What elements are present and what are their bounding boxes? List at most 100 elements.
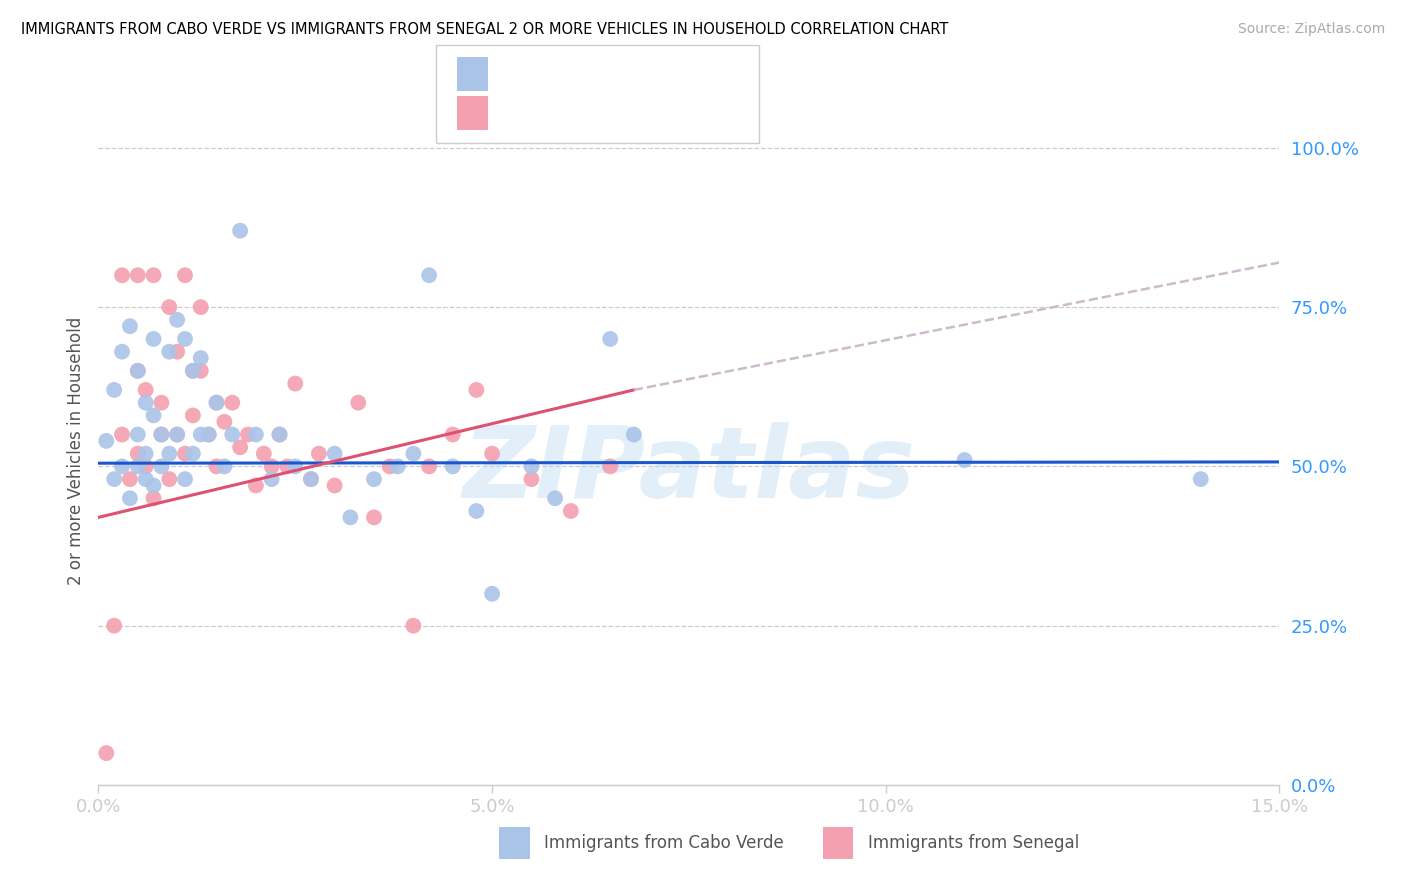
Point [953, 453, 976, 467]
Point [150, 459, 173, 474]
Point [190, 364, 212, 378]
Point [157, 472, 180, 486]
Point [378, 459, 401, 474]
Point [181, 364, 204, 378]
Point [284, 376, 307, 391]
Text: Immigrants from Senegal: Immigrants from Senegal [868, 834, 1078, 852]
Point [181, 447, 204, 461]
Point [214, 459, 236, 474]
Point [190, 351, 212, 365]
Point [465, 504, 488, 518]
Point [142, 478, 165, 492]
Point [269, 427, 291, 442]
Point [599, 459, 621, 474]
Text: 53: 53 [643, 65, 665, 83]
Point [197, 427, 219, 442]
Point [544, 491, 567, 506]
Point [135, 472, 157, 486]
Point [127, 447, 149, 461]
Point [363, 472, 385, 486]
Point [157, 344, 180, 359]
Point [174, 472, 197, 486]
Point [520, 459, 543, 474]
Point [402, 618, 425, 632]
Point [197, 427, 219, 442]
Point [150, 395, 173, 409]
Point [276, 459, 298, 474]
Text: R =: R = [502, 65, 541, 83]
Point [181, 364, 204, 378]
Text: N =: N = [603, 65, 643, 83]
Point [96, 746, 118, 760]
Point [157, 447, 180, 461]
Y-axis label: 2 or more Vehicles in Household: 2 or more Vehicles in Household [66, 317, 84, 584]
Point [481, 587, 503, 601]
Point [111, 268, 134, 283]
Point [323, 478, 346, 492]
Text: IMMIGRANTS FROM CABO VERDE VS IMMIGRANTS FROM SENEGAL 2 OR MORE VEHICLES IN HOUS: IMMIGRANTS FROM CABO VERDE VS IMMIGRANTS… [21, 22, 949, 37]
Point [418, 268, 440, 283]
Point [441, 459, 464, 474]
Point [103, 383, 125, 397]
Point [269, 427, 291, 442]
Point [135, 459, 157, 474]
Point [157, 300, 180, 314]
Point [150, 427, 173, 442]
Point [402, 447, 425, 461]
Point [236, 427, 259, 442]
Point [103, 472, 125, 486]
Text: Source: ZipAtlas.com: Source: ZipAtlas.com [1237, 22, 1385, 37]
Point [135, 395, 157, 409]
Text: R =: R = [502, 104, 541, 122]
Point [103, 618, 125, 632]
Point [111, 427, 134, 442]
Point [166, 344, 188, 359]
Point [142, 491, 165, 506]
Point [347, 395, 370, 409]
Point [127, 364, 149, 378]
Point [142, 332, 165, 346]
Point [560, 504, 582, 518]
Point [229, 224, 252, 238]
Point [387, 459, 409, 474]
Point [465, 383, 488, 397]
Point [520, 472, 543, 486]
Point [299, 472, 322, 486]
Point [118, 472, 141, 486]
Point [127, 364, 149, 378]
Point [181, 409, 204, 423]
Point [299, 472, 322, 486]
Point [260, 459, 283, 474]
Text: N =: N = [603, 104, 643, 122]
Text: 51: 51 [643, 104, 665, 122]
Point [174, 447, 197, 461]
Point [166, 427, 188, 442]
Point [221, 427, 243, 442]
Point [418, 459, 440, 474]
Point [166, 427, 188, 442]
Text: 0.203: 0.203 [544, 104, 595, 122]
Text: 0.004: 0.004 [544, 65, 595, 83]
Point [150, 427, 173, 442]
Point [166, 313, 188, 327]
Text: ZIPatlas: ZIPatlas [463, 422, 915, 519]
Point [135, 447, 157, 461]
Point [127, 459, 149, 474]
Point [142, 268, 165, 283]
Point [174, 268, 197, 283]
Point [260, 472, 283, 486]
Point [221, 395, 243, 409]
Point [245, 478, 267, 492]
Point [127, 268, 149, 283]
Point [190, 427, 212, 442]
Point [284, 459, 307, 474]
Point [339, 510, 361, 524]
Point [623, 427, 645, 442]
Point [174, 332, 197, 346]
Point [205, 395, 228, 409]
Point [96, 434, 118, 448]
Point [1189, 472, 1212, 486]
Point [111, 459, 134, 474]
Point [111, 344, 134, 359]
Point [441, 427, 464, 442]
